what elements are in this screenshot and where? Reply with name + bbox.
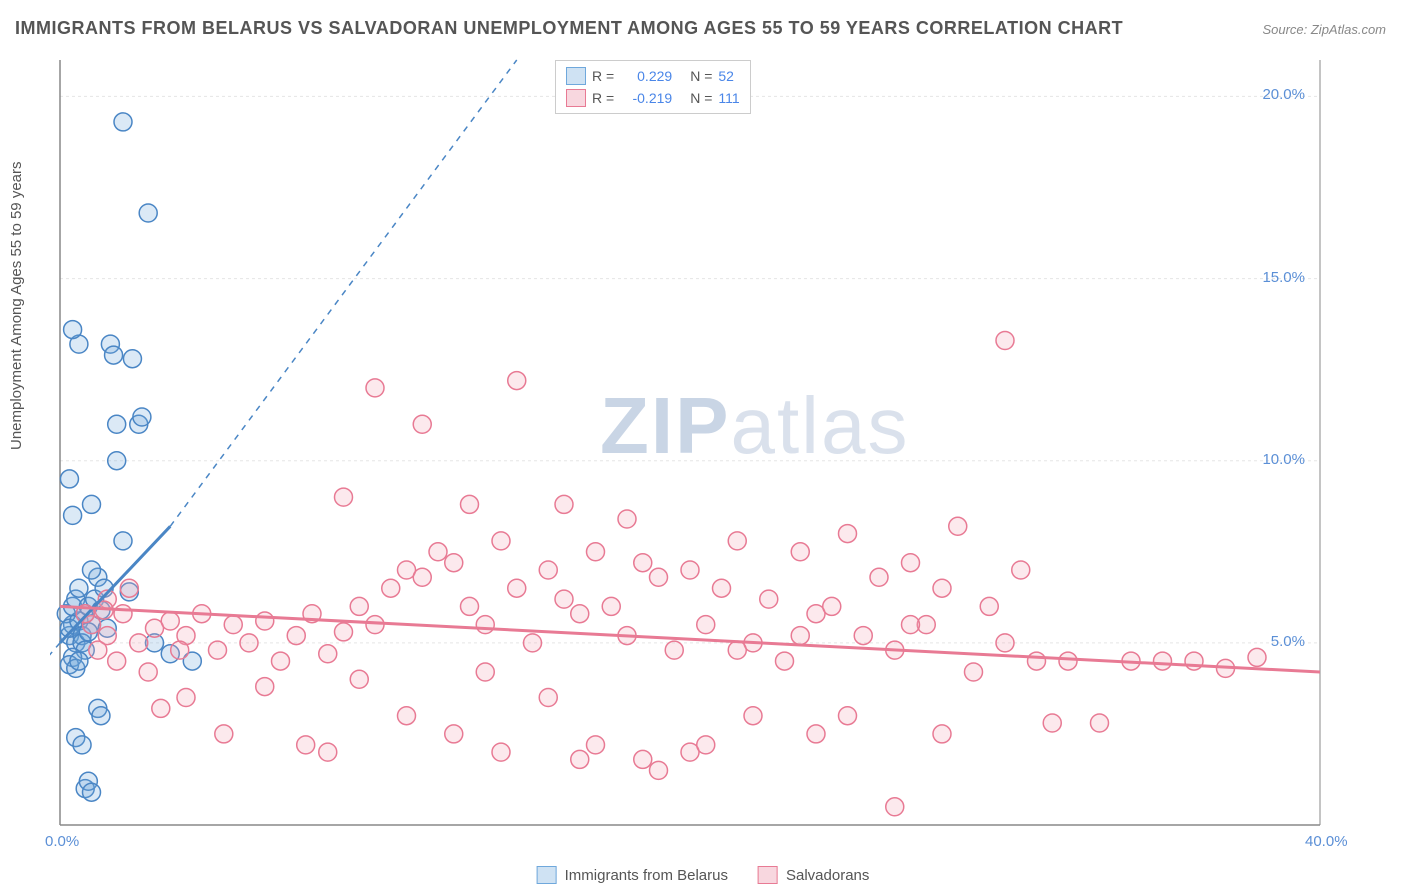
y-tick-label: 15.0% (1262, 269, 1305, 286)
swatch-salvadorans (566, 89, 586, 107)
legend-item-belarus: Immigrants from Belarus (537, 866, 728, 884)
source-attribution: Source: ZipAtlas.com (1262, 22, 1386, 37)
y-tick-label: 10.0% (1262, 451, 1305, 468)
y-tick-label: 5.0% (1271, 633, 1305, 650)
series-legend: Immigrants from Belarus Salvadorans (537, 866, 870, 884)
x-tick-label: 40.0% (1305, 833, 1348, 850)
swatch-salvadorans-icon (758, 866, 778, 884)
chart-title: IMMIGRANTS FROM BELARUS VS SALVADORAN UN… (15, 18, 1123, 39)
stats-row-salvadorans: R = -0.219 N = 111 (566, 87, 740, 109)
swatch-belarus-icon (537, 866, 557, 884)
y-axis-label: Unemployment Among Ages 55 to 59 years (8, 161, 25, 450)
swatch-belarus (566, 67, 586, 85)
legend-item-salvadorans: Salvadorans (758, 866, 869, 884)
x-tick-label: 0.0% (45, 833, 79, 850)
y-tick-label: 20.0% (1262, 86, 1305, 103)
stats-row-belarus: R = 0.229 N = 52 (566, 65, 740, 87)
stats-legend: R = 0.229 N = 52 R = -0.219 N = 111 (555, 60, 751, 114)
scatter-chart (50, 55, 1330, 835)
